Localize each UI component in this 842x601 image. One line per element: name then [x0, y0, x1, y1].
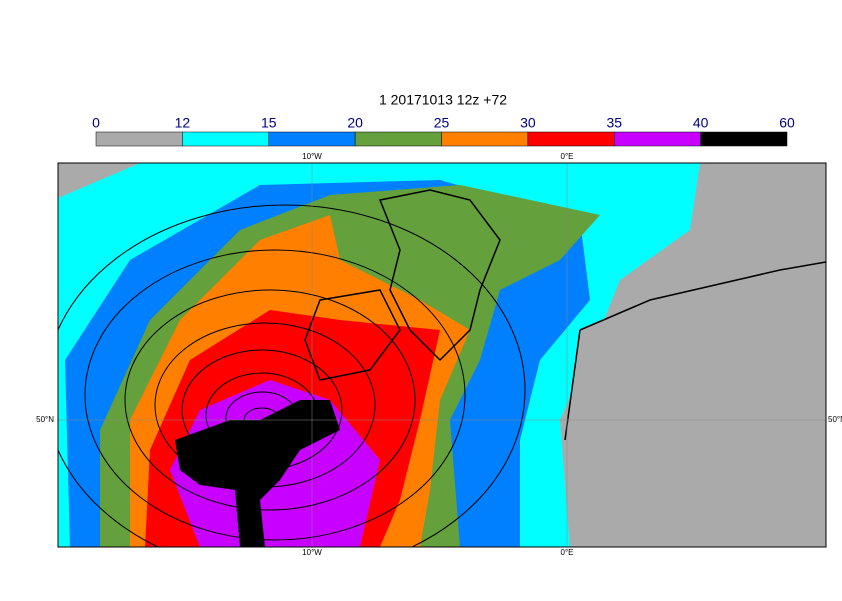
colorbar-segment — [527, 131, 615, 147]
colorbar-segment — [441, 131, 529, 147]
colorbar-segment — [268, 131, 356, 147]
lon-label: 10°W — [302, 548, 322, 557]
colorbar-segment — [95, 131, 183, 147]
graticule — [58, 163, 826, 547]
colorbar-segment — [614, 131, 701, 147]
lon-label: 0°E — [561, 152, 574, 161]
colorbar-segment — [182, 131, 269, 147]
wind-band — [175, 400, 340, 547]
title: 1 20171013 12z +72 — [379, 92, 507, 108]
colorbar-label: 12 — [175, 115, 191, 131]
colorbar-label: 15 — [261, 115, 277, 131]
colorbar-label: 30 — [520, 115, 536, 131]
colorbar-label: 60 — [779, 115, 795, 131]
isobars — [58, 204, 526, 547]
lat-label: 50°N — [36, 415, 54, 424]
continent — [565, 262, 826, 547]
coastline — [304, 189, 501, 381]
coastline — [564, 261, 826, 441]
map — [58, 163, 826, 547]
colorbar-label: 20 — [347, 115, 363, 131]
map-frame — [57, 162, 827, 548]
colorbar-label: 25 — [434, 115, 450, 131]
lon-label: 0°E — [561, 548, 574, 557]
colorbar: 0 12 15 20 25 30 35 40 60 — [92, 115, 795, 147]
colorbar-segment — [700, 131, 788, 147]
colorbar-label: 0 — [92, 115, 100, 131]
lon-label: 10°W — [302, 152, 322, 161]
colorbar-label: 40 — [693, 115, 709, 131]
colorbar-label: 35 — [606, 115, 622, 131]
colorbar-segment — [354, 131, 442, 147]
lat-label: 50°N — [828, 415, 842, 424]
